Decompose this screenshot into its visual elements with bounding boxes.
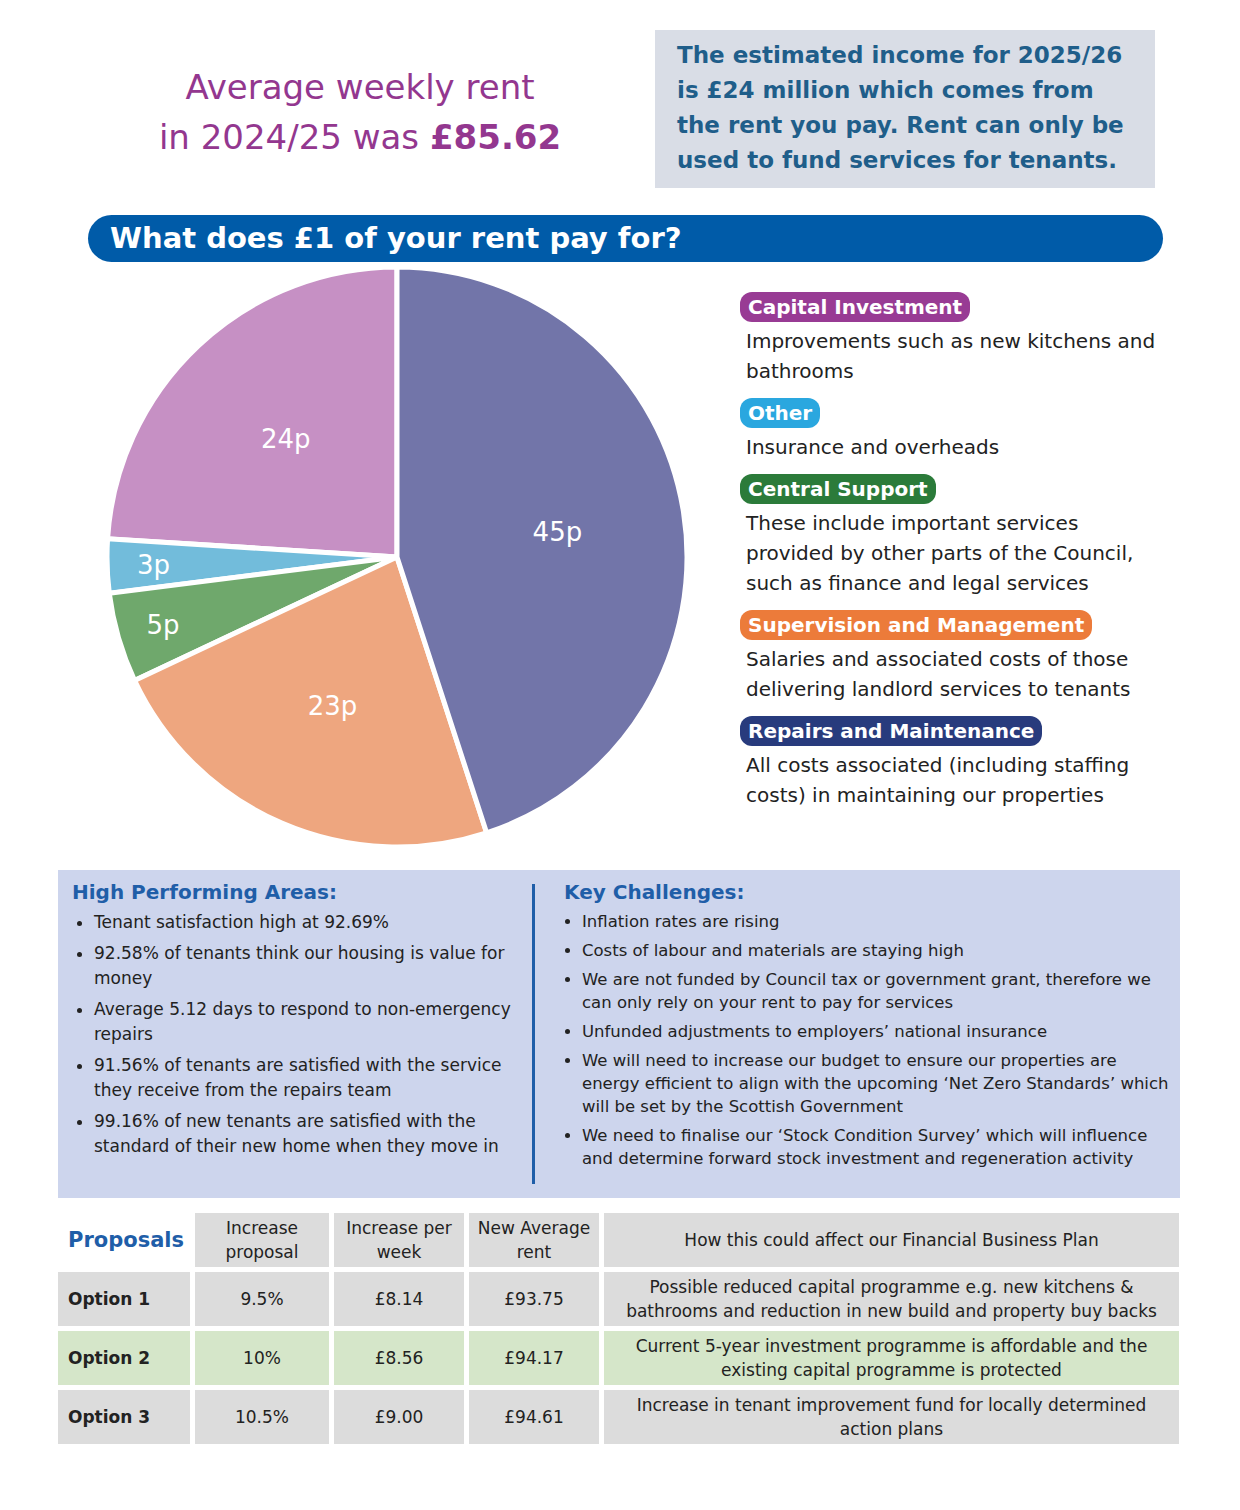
html-text:These include important servic: These include important services provide… [746,511,1134,595]
html-text:Capital Investment: Capital Investment [748,295,963,319]
html-text:Other: Other [748,401,813,425]
html-text:High Performing Areas:: High Performing Areas: [72,880,337,904]
html-text:Inflation rates are rising: Inflation rates are rising [582,912,780,931]
html-text:99.16% of new tenants are sati: 99.16% of new tenants are satisfied with… [94,1111,499,1156]
html-text:Key Challenges:: Key Challenges: [564,880,745,904]
html-text:Improvements such as new kitch: Improvements such as new kitchens and ba… [746,329,1156,383]
html-text:Possible reduced capital progr: Possible reduced capital programme e.g. … [626,1277,1157,1321]
html-text:£8.56: £8.56 [374,1348,424,1368]
html-text:Proposals: Proposals [68,1228,184,1252]
html-text:Option 2: Option 2 [68,1348,151,1368]
html-text:£8.14: £8.14 [374,1289,424,1309]
html-text:Salaries and associated costs: Salaries and associated costs of those d… [746,647,1131,701]
html-text:How this could affect our Fina: How this could affect our Financial Busi… [684,1230,1099,1250]
html-text:£94.61: £94.61 [504,1407,564,1427]
html-text:We are not funded by Council t: We are not funded by Council tax or gove… [582,970,1151,1012]
html-text:Option 1: Option 1 [68,1289,151,1309]
html-text:Costs of labour and materials: Costs of labour and materials are stayin… [582,941,964,960]
html-text:Increase in tenant improvement: Increase in tenant improvement fund for … [636,1395,1147,1439]
svg-text:3p: 3p [137,550,170,580]
html-text:Option 3: Option 3 [68,1407,151,1427]
svg-text:24p: 24p [261,424,311,454]
html-text:£9.00: £9.00 [374,1407,424,1427]
html-text:10.5%: 10.5% [235,1407,289,1427]
html-text:91.56% of tenants are satisfie: 91.56% of tenants are satisfied with the… [94,1055,502,1100]
html-text:10%: 10% [243,1348,281,1368]
svg-text:5p: 5p [147,610,180,640]
svg-text:23p: 23p [308,691,358,721]
html-text:Increase proposal: Increase proposal [225,1218,299,1262]
html-text:in 2024/25 was £85.62: in 2024/25 was £85.62 [158,117,562,157]
html-text:All costs associated (includin: All costs associated (including staffing… [746,753,1130,807]
html-text:Average 5.12 days to respond t: Average 5.12 days to respond to non-emer… [94,999,511,1044]
html-text:Increase per week: Increase per week [346,1218,452,1262]
html-text:Supervision and Management: Supervision and Management [748,613,1085,637]
html-text:The estimated income for 2025/: The estimated income for 2025/26 is £24 … [677,42,1124,173]
html-text:Insurance and overheads: Insurance and overheads [746,435,1000,459]
html-text:We will need to increase our b: We will need to increase our budget to e… [582,1051,1169,1116]
html-text:9.5%: 9.5% [240,1289,284,1309]
html-text:£94.17: £94.17 [504,1348,564,1368]
html-text:Average weekly rent: Average weekly rent [185,67,535,107]
html-text:We need to finalise our ‘Stock: We need to finalise our ‘Stock Condition… [582,1126,1148,1168]
html-text:What does £1 of your rent pay: What does £1 of your rent pay for? [110,221,682,255]
html-text:£93.75: £93.75 [504,1289,564,1309]
html-text:Unfunded adjustments to employ: Unfunded adjustments to employers’ natio… [582,1022,1047,1041]
html-text:Tenant satisfaction high at 92: Tenant satisfaction high at 92.69% [94,912,389,932]
html-text:Repairs and Maintenance: Repairs and Maintenance [748,719,1035,743]
html-text:Current 5-year investment prog: Current 5-year investment programme is a… [635,1336,1148,1380]
html-text:New Average rent: New Average rent [477,1218,591,1262]
html-text:92.58% of tenants think our ho: 92.58% of tenants think our housing is v… [94,943,505,988]
html-text:Central Support: Central Support [748,477,928,501]
svg-text:45p: 45p [533,517,583,547]
